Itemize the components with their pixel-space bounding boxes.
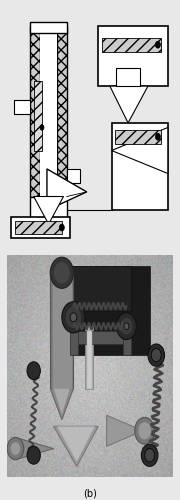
Circle shape [7, 438, 24, 460]
Bar [14, 100, 30, 114]
Circle shape [27, 446, 40, 464]
Circle shape [155, 41, 160, 48]
Polygon shape [112, 128, 168, 174]
Bar [15, 220, 62, 234]
Circle shape [120, 318, 133, 335]
Bar [40, 26, 57, 196]
Polygon shape [54, 388, 70, 415]
Bar [10, 217, 70, 238]
Polygon shape [57, 426, 95, 462]
Bar [70, 315, 78, 355]
Bar [102, 38, 161, 52]
Bar [123, 315, 131, 355]
Bar [30, 22, 67, 33]
Bar [67, 169, 80, 182]
Circle shape [151, 348, 161, 362]
Circle shape [70, 313, 77, 322]
Circle shape [10, 442, 21, 455]
Bar [57, 26, 67, 196]
Bar [50, 273, 73, 388]
Polygon shape [110, 86, 148, 123]
Polygon shape [54, 426, 98, 467]
Circle shape [59, 224, 64, 231]
Text: (a): (a) [83, 254, 97, 264]
Bar [112, 123, 168, 210]
Bar [52, 277, 72, 388]
Bar [98, 26, 168, 86]
Circle shape [135, 418, 155, 444]
Bar [30, 196, 67, 224]
Bar [116, 68, 140, 86]
Circle shape [65, 306, 82, 328]
Circle shape [155, 133, 160, 140]
Bar [87, 330, 92, 388]
Polygon shape [50, 388, 73, 420]
Bar [34, 82, 42, 150]
Bar [73, 330, 131, 344]
Circle shape [27, 362, 40, 380]
Circle shape [50, 257, 73, 288]
Polygon shape [34, 196, 64, 224]
Polygon shape [47, 169, 87, 210]
Circle shape [145, 448, 155, 462]
Circle shape [124, 323, 129, 330]
Circle shape [148, 344, 165, 366]
Text: (b): (b) [83, 488, 97, 498]
Circle shape [116, 313, 136, 340]
Bar [54, 266, 150, 355]
Circle shape [40, 124, 44, 130]
Bar [30, 26, 40, 196]
Polygon shape [15, 438, 54, 460]
Polygon shape [107, 415, 143, 446]
Circle shape [138, 422, 151, 440]
Bar [65, 266, 131, 310]
Circle shape [141, 444, 158, 466]
Circle shape [62, 302, 85, 333]
Bar [115, 130, 161, 143]
Bar [85, 326, 93, 388]
Circle shape [54, 262, 70, 284]
